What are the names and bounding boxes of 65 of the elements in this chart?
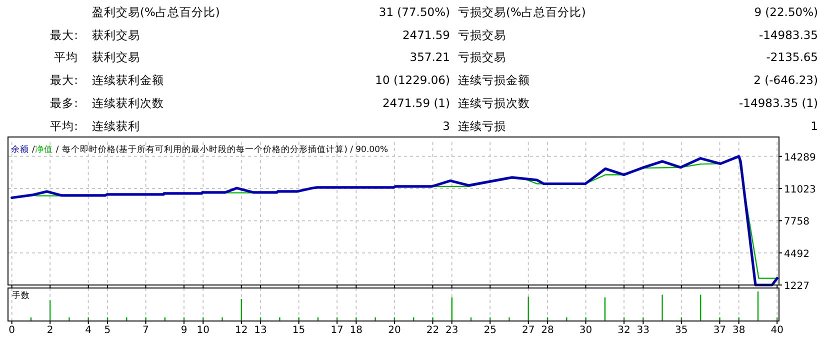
x-tick-label: 17 [330, 325, 344, 336]
text: -2135.65 [766, 50, 818, 64]
text: 连续亏损 [458, 119, 506, 133]
text: 1 [810, 119, 818, 133]
text: 31 (77.50%) [378, 5, 450, 19]
text: 盈利交易(%占总百分比) [92, 5, 220, 19]
x-tick-label: 15 [292, 325, 306, 336]
x-tick-label: 5 [104, 325, 111, 336]
text: 连续获利金额 [92, 73, 164, 87]
y-tick-label: 7758 [784, 216, 810, 228]
text: 亏损交易(%占总百分比) [458, 5, 586, 19]
text: -14983.35 (1) [739, 96, 818, 110]
category-label: 平均: [50, 119, 78, 133]
text: 连续亏损次数 [458, 96, 530, 110]
x-tick-label: 9 [180, 325, 188, 336]
annotation: / [32, 145, 35, 155]
text: 连续亏损金额 [458, 73, 530, 87]
text: 亏损交易 [458, 50, 506, 64]
x-tick-label: 27 [522, 325, 535, 336]
x-tick-label: 12 [235, 325, 248, 336]
category-label: 最多: [50, 96, 78, 110]
y-tick-label: 1227 [784, 281, 810, 292]
category-label: 最大: [50, 73, 78, 87]
x-tick-label: 40 [770, 325, 784, 336]
text: 10 (1229.06) [375, 73, 450, 87]
x-tick-label: 10 [196, 325, 210, 336]
x-tick-label: 33 [636, 325, 650, 336]
x-tick-label: 7 [142, 325, 149, 336]
category-label: 平均 [54, 50, 78, 64]
x-tick-label: 4 [85, 325, 92, 336]
text: 3 [442, 119, 450, 133]
x-tick-label: 22 [426, 325, 440, 336]
x-tick-label: 30 [579, 325, 592, 336]
text: -14983.35 [758, 28, 818, 42]
x-tick-label: 32 [618, 325, 630, 336]
text: 357.21 [410, 50, 450, 64]
chart-title: 每个即时价格(基于所有可利用的最小时段的每一个价格的分形插值计算) / 90.00% [62, 144, 388, 155]
x-tick-label: 38 [732, 325, 746, 336]
text: 获利交易 [92, 50, 140, 64]
text: 净值 [34, 144, 53, 155]
text: 余额 [11, 144, 29, 155]
x-tick-label: 37 [713, 325, 726, 336]
x-tick-label: 0 [8, 325, 16, 336]
category-label: 最大: [50, 28, 78, 42]
text: 2471.59 (1) [382, 96, 450, 110]
text: 获利交易 [92, 28, 140, 42]
x-tick-label: 20 [388, 325, 401, 336]
text: 连续获利 [92, 119, 140, 133]
x-tick-label: 28 [541, 325, 554, 336]
text: 连续获利次数 [92, 96, 164, 110]
y-tick-label: 4492 [784, 248, 810, 260]
x-tick-label: 18 [350, 325, 363, 336]
x-tick-label: 2 [46, 325, 54, 336]
y-tick-label: 14289 [784, 152, 816, 164]
x-tick-label: 35 [675, 325, 688, 336]
x-tick-label: 13 [254, 325, 267, 336]
x-tick-label: 25 [484, 325, 496, 336]
text: 2 (-646.23) [754, 73, 818, 87]
x-tick-label: 23 [445, 325, 458, 336]
text: 2471.59 [402, 28, 450, 42]
text: 9 (22.50%) [754, 5, 818, 19]
text: 亏损交易 [458, 28, 506, 42]
annotation: / [56, 145, 59, 155]
y-tick-label: 11023 [784, 184, 816, 196]
chart-title: 手数 [12, 290, 30, 301]
